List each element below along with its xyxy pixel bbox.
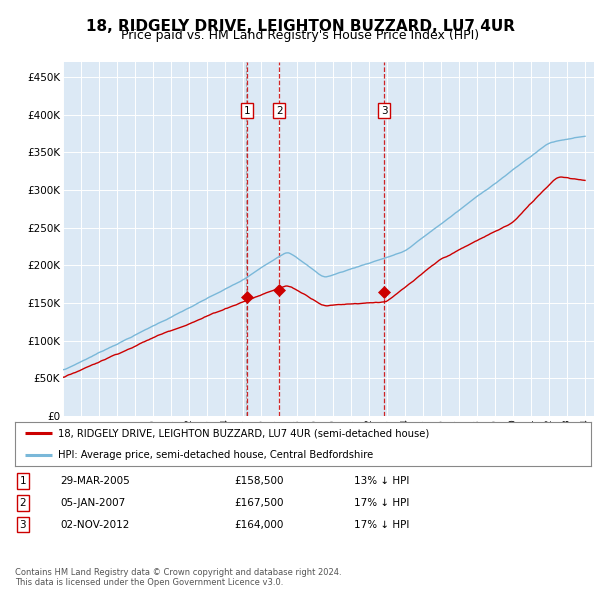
Text: 18, RIDGELY DRIVE, LEIGHTON BUZZARD, LU7 4UR (semi-detached house): 18, RIDGELY DRIVE, LEIGHTON BUZZARD, LU7… — [58, 428, 430, 438]
Text: Price paid vs. HM Land Registry's House Price Index (HPI): Price paid vs. HM Land Registry's House … — [121, 30, 479, 42]
Text: 17% ↓ HPI: 17% ↓ HPI — [354, 498, 409, 507]
Text: HPI: Average price, semi-detached house, Central Bedfordshire: HPI: Average price, semi-detached house,… — [58, 450, 373, 460]
Text: 05-JAN-2007: 05-JAN-2007 — [60, 498, 125, 507]
Text: 3: 3 — [19, 520, 26, 529]
Text: 29-MAR-2005: 29-MAR-2005 — [60, 476, 130, 486]
Text: 13% ↓ HPI: 13% ↓ HPI — [354, 476, 409, 486]
Text: 18, RIDGELY DRIVE, LEIGHTON BUZZARD, LU7 4UR: 18, RIDGELY DRIVE, LEIGHTON BUZZARD, LU7… — [86, 19, 515, 34]
Text: 17% ↓ HPI: 17% ↓ HPI — [354, 520, 409, 529]
Text: 3: 3 — [381, 106, 388, 116]
Text: £158,500: £158,500 — [234, 476, 284, 486]
Text: 2: 2 — [19, 498, 26, 507]
Text: 1: 1 — [19, 476, 26, 486]
Text: £167,500: £167,500 — [234, 498, 284, 507]
Text: 02-NOV-2012: 02-NOV-2012 — [60, 520, 130, 529]
Text: Contains HM Land Registry data © Crown copyright and database right 2024.
This d: Contains HM Land Registry data © Crown c… — [15, 568, 341, 587]
Text: £164,000: £164,000 — [234, 520, 283, 529]
Text: 2: 2 — [276, 106, 283, 116]
Text: 1: 1 — [244, 106, 251, 116]
